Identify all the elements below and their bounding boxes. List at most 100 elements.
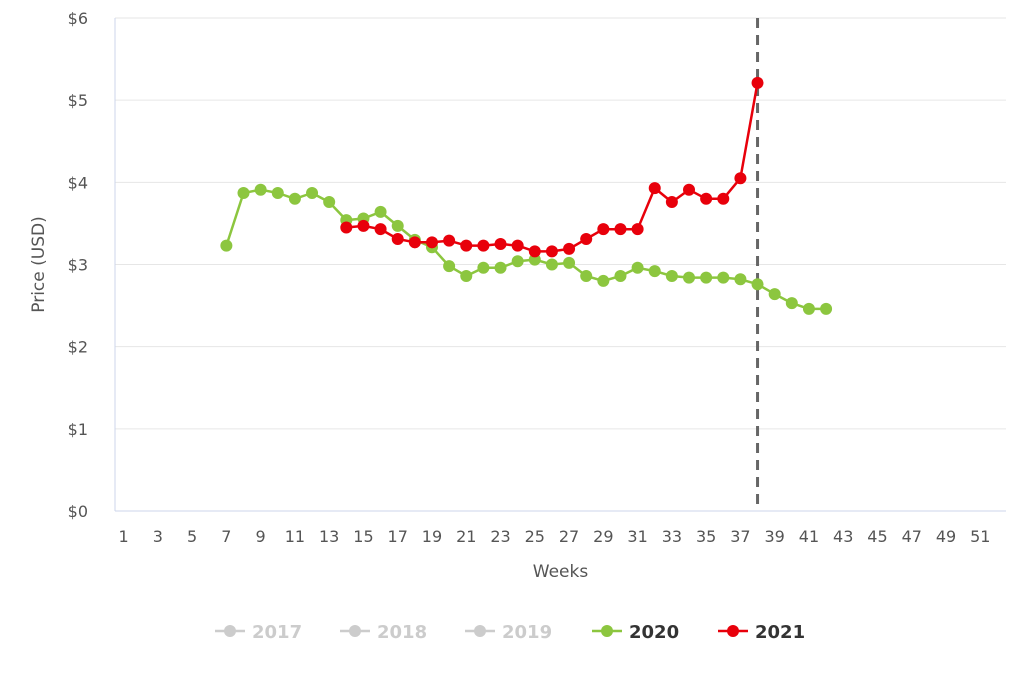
data-point[interactable] <box>665 196 678 209</box>
x-tick-label: 39 <box>765 527 785 546</box>
data-point[interactable] <box>357 219 370 232</box>
y-axis-title: Price (USD) <box>29 216 49 312</box>
x-tick-label: 49 <box>936 527 956 546</box>
x-tick-label: 25 <box>525 527 545 546</box>
data-point[interactable] <box>580 270 593 283</box>
data-point[interactable] <box>545 258 558 271</box>
data-point[interactable] <box>374 205 387 218</box>
data-point[interactable] <box>648 265 661 278</box>
data-point[interactable] <box>528 245 541 258</box>
x-tick-label: 3 <box>153 527 163 546</box>
data-point[interactable] <box>545 245 558 258</box>
data-point[interactable] <box>683 271 696 284</box>
data-point[interactable] <box>563 242 576 255</box>
data-point[interactable] <box>288 192 301 205</box>
x-tick-label: 15 <box>353 527 373 546</box>
data-point[interactable] <box>683 183 696 196</box>
series-group <box>220 76 833 315</box>
data-point[interactable] <box>700 192 713 205</box>
x-tick-label: 1 <box>118 527 128 546</box>
legend-label[interactable]: 2020 <box>629 622 679 643</box>
data-point[interactable] <box>511 239 524 252</box>
data-point[interactable] <box>391 219 404 232</box>
data-point[interactable] <box>597 274 610 287</box>
data-point[interactable] <box>648 182 661 195</box>
data-point[interactable] <box>340 221 353 234</box>
data-point[interactable] <box>425 236 438 249</box>
legend-marker <box>601 625 613 637</box>
legend: 2017 2018 2019 2020 2021 <box>215 622 805 643</box>
data-point[interactable] <box>460 239 473 252</box>
axes <box>114 18 1006 512</box>
data-point[interactable] <box>323 196 336 209</box>
x-tick-label: 45 <box>867 527 887 546</box>
x-tick-label: 17 <box>388 527 408 546</box>
data-point[interactable] <box>597 223 610 236</box>
legend-label[interactable]: 2021 <box>755 622 805 643</box>
data-point[interactable] <box>477 239 490 252</box>
data-point[interactable] <box>563 256 576 269</box>
data-point[interactable] <box>734 273 747 286</box>
y-tick-label: $5 <box>68 91 88 110</box>
data-point[interactable] <box>717 271 730 284</box>
data-point[interactable] <box>785 297 798 310</box>
series-line <box>346 82 759 253</box>
x-axis-title: Weeks <box>533 562 589 582</box>
data-point[interactable] <box>443 260 456 273</box>
legend-label[interactable]: 2019 <box>502 622 552 643</box>
data-point[interactable] <box>391 233 404 246</box>
data-point[interactable] <box>580 233 593 246</box>
data-point[interactable] <box>614 270 627 283</box>
data-point[interactable] <box>306 187 319 200</box>
x-tick-label: 29 <box>593 527 613 546</box>
data-point[interactable] <box>802 302 815 315</box>
data-point[interactable] <box>477 261 490 274</box>
x-tick-label: 47 <box>902 527 922 546</box>
data-point[interactable] <box>631 223 644 236</box>
y-tick-label: $1 <box>68 420 88 439</box>
series-2021 <box>340 76 764 258</box>
data-point[interactable] <box>768 288 781 301</box>
x-tick-label: 5 <box>187 527 197 546</box>
data-point[interactable] <box>751 76 764 89</box>
data-point[interactable] <box>494 237 507 250</box>
x-tick-label: 13 <box>319 527 339 546</box>
y-tick-label: $4 <box>68 173 88 192</box>
data-point[interactable] <box>528 253 541 266</box>
data-point[interactable] <box>511 255 524 268</box>
legend-item-2021[interactable]: 2021 <box>718 622 805 643</box>
data-point[interactable] <box>820 302 833 315</box>
tick-labels: $0$1$2$3$4$5$61 3 5 7 9 11 13 15 17 19 21 23 25 27 29 3… <box>68 9 991 546</box>
data-point[interactable] <box>751 278 764 291</box>
legend-item-2018[interactable]: 2018 <box>340 622 427 643</box>
data-point[interactable] <box>717 192 730 205</box>
data-point[interactable] <box>665 270 678 283</box>
data-point[interactable] <box>237 187 250 200</box>
legend-marker <box>474 625 486 637</box>
x-tick-label: 23 <box>490 527 510 546</box>
data-point[interactable] <box>271 187 284 200</box>
legend-item-2020[interactable]: 2020 <box>592 622 679 643</box>
data-point[interactable] <box>700 271 713 284</box>
data-point[interactable] <box>631 261 644 274</box>
x-tick-label: 33 <box>662 527 682 546</box>
x-tick-label: 41 <box>799 527 819 546</box>
legend-item-2019[interactable]: 2019 <box>465 622 552 643</box>
legend-item-2017[interactable]: 2017 <box>215 622 302 643</box>
data-point[interactable] <box>734 172 747 185</box>
data-point[interactable] <box>408 236 421 249</box>
data-point[interactable] <box>494 261 507 274</box>
y-tick-label: $0 <box>68 502 88 521</box>
data-point[interactable] <box>254 183 267 196</box>
data-point[interactable] <box>443 234 456 247</box>
data-point[interactable] <box>374 223 387 236</box>
x-tick-label: 35 <box>696 527 716 546</box>
x-tick-label: 43 <box>833 527 853 546</box>
data-point[interactable] <box>220 239 233 252</box>
legend-label[interactable]: 2018 <box>377 622 427 643</box>
x-tick-label: 27 <box>559 527 579 546</box>
data-point[interactable] <box>460 270 473 283</box>
legend-label[interactable]: 2017 <box>252 622 302 643</box>
data-point[interactable] <box>614 223 627 236</box>
